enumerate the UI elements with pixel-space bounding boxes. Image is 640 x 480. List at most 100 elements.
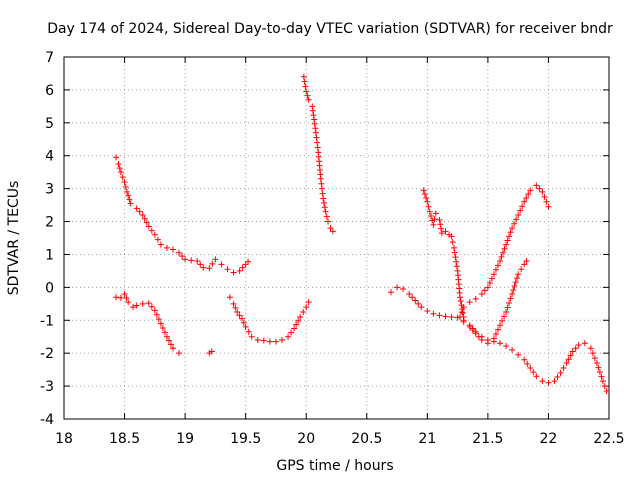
data-point (458, 309, 465, 316)
x-tick-label: 18.5 (109, 431, 140, 447)
data-point (481, 287, 488, 294)
data-point (500, 249, 507, 256)
data-point (304, 92, 311, 99)
series-arc-6 (388, 284, 610, 395)
data-point (472, 295, 479, 302)
data-point (545, 379, 552, 386)
data-point (423, 194, 430, 201)
data-point (311, 120, 318, 127)
data-point (297, 313, 304, 320)
data-point (539, 188, 546, 195)
data-point (427, 213, 434, 220)
data-point (218, 261, 225, 268)
y-tick-label: 2 (45, 215, 54, 231)
data-point (436, 312, 443, 319)
data-point (494, 262, 501, 269)
data-point (260, 337, 267, 344)
data-point (161, 329, 168, 336)
data-point (521, 261, 528, 268)
grid (64, 57, 609, 419)
data-point (141, 215, 148, 222)
data-point (490, 335, 497, 342)
data-point (415, 300, 422, 307)
data-point (113, 154, 120, 161)
data-point (194, 258, 201, 265)
data-point (272, 338, 279, 345)
data-point (507, 295, 514, 302)
data-point (208, 348, 215, 355)
data-point (541, 193, 548, 200)
data-point (327, 225, 334, 232)
data-point (159, 324, 166, 331)
data-point (305, 299, 312, 306)
data-point (459, 310, 466, 317)
data-point (539, 378, 546, 385)
data-point (133, 205, 140, 212)
series-arc-2 (113, 290, 183, 357)
data-point (457, 313, 464, 320)
data-point (504, 304, 511, 311)
x-tick-label: 18 (55, 431, 73, 447)
data-point (314, 144, 321, 151)
data-point (155, 316, 162, 323)
data-point (486, 279, 493, 286)
data-point (494, 326, 501, 333)
data-point (507, 229, 514, 236)
data-point (488, 275, 495, 282)
series-arc-7 (420, 187, 467, 320)
data-point (598, 373, 605, 380)
data-point (179, 253, 186, 260)
data-point (437, 221, 444, 228)
data-point (157, 241, 164, 248)
data-point (206, 265, 213, 272)
series-arc-3 (206, 348, 215, 357)
series-arc-5 (300, 73, 336, 235)
y-tick-label: 7 (45, 50, 54, 66)
data-point (506, 233, 513, 240)
data-point (245, 258, 252, 265)
data-point (301, 78, 308, 85)
data-point (448, 233, 455, 240)
data-point (569, 348, 576, 355)
data-point (170, 246, 176, 253)
data-point (236, 267, 243, 274)
data-point (163, 333, 170, 340)
data-point (501, 245, 508, 252)
data-point (536, 185, 543, 192)
data-point (285, 333, 292, 340)
data-point (575, 341, 582, 348)
data-point (209, 260, 216, 267)
data-point (236, 312, 243, 319)
data-point (119, 174, 126, 181)
data-point (329, 228, 336, 235)
data-point (499, 317, 506, 324)
data-point (513, 275, 520, 282)
data-point (295, 317, 302, 324)
data-point (475, 333, 482, 340)
data-point (450, 244, 457, 251)
data-point (279, 337, 285, 344)
data-point (511, 220, 518, 227)
data-point (234, 309, 241, 316)
data-point (589, 350, 596, 357)
data-point (515, 351, 522, 358)
data-point (310, 112, 317, 119)
data-point (431, 216, 438, 223)
data-point (242, 323, 249, 330)
data-point (525, 191, 532, 198)
data-point (460, 318, 467, 325)
data-point (312, 125, 319, 132)
data-point (424, 198, 431, 205)
data-point (469, 327, 476, 334)
data-point (517, 207, 524, 214)
data-point (230, 300, 237, 307)
data-point (320, 199, 327, 206)
data-point (601, 383, 608, 390)
data-point (490, 271, 497, 278)
data-point (325, 218, 332, 225)
y-tick-label: -2 (40, 346, 54, 362)
data-point (320, 195, 327, 202)
data-point (563, 360, 570, 367)
data-point (303, 88, 310, 95)
data-point (157, 320, 164, 327)
